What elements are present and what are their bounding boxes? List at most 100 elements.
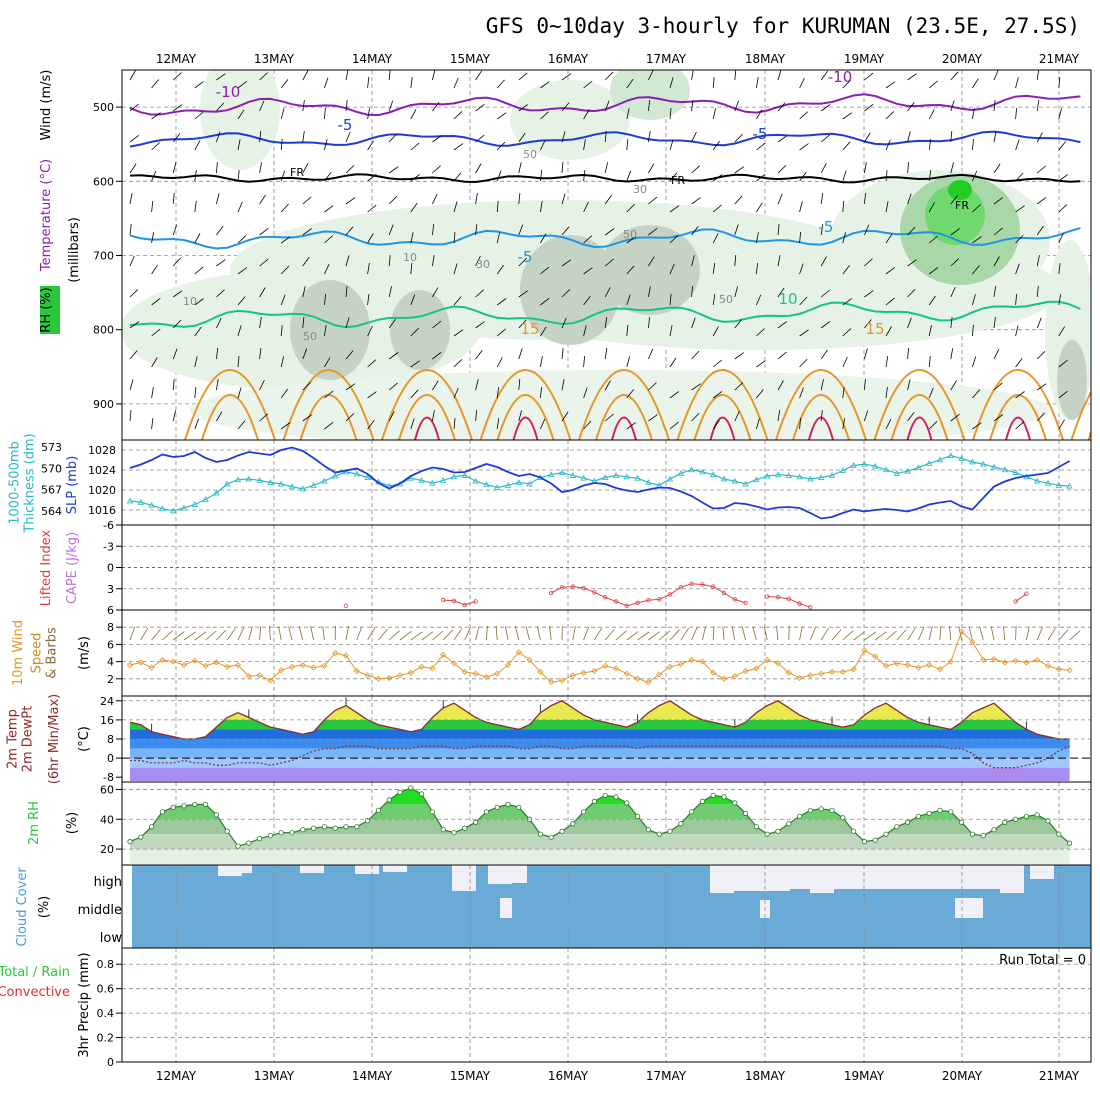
wind-barb	[432, 351, 442, 360]
dewpoint-line	[130, 745, 1070, 769]
wind-barb	[432, 102, 440, 112]
wind-barb	[626, 324, 629, 337]
wind-barb	[691, 383, 701, 391]
wind-barb	[345, 413, 355, 422]
contour-label: 50	[303, 330, 317, 343]
wind-speed-point	[785, 669, 792, 676]
wind-barb	[237, 296, 246, 306]
lifted-index-point	[711, 584, 716, 589]
wind-speed-point	[407, 669, 414, 676]
wind-barb	[324, 235, 333, 244]
temperature-contour	[129, 173, 1081, 184]
rh-point	[537, 831, 544, 837]
wind-barb	[259, 625, 262, 641]
y-tick: 0.6	[97, 983, 115, 996]
wind-speed-point	[148, 664, 155, 671]
label-line: 1000-500mb	[8, 441, 23, 525]
wind-barb	[950, 317, 953, 329]
thickness-point	[969, 458, 976, 465]
wind-speed-point	[839, 668, 846, 675]
wind-barb	[712, 204, 722, 213]
thickness-point	[990, 463, 998, 470]
wind-barb	[310, 626, 314, 641]
wind-barb	[972, 108, 975, 120]
wind-speed-point	[180, 661, 188, 669]
wind-speed-line	[129, 630, 1070, 683]
wind-barb	[194, 387, 197, 399]
wind-barb	[237, 170, 240, 182]
wind-barb	[410, 77, 413, 89]
thickness-point	[720, 475, 728, 482]
wind-barb	[907, 347, 909, 360]
rh-point	[926, 810, 932, 816]
rh-shading	[190, 370, 1050, 440]
cloud-axis-label: Cloud Cover	[15, 867, 30, 947]
wind-barb	[1036, 197, 1047, 205]
wind-speed-point	[915, 664, 922, 671]
y-tick: 500	[93, 101, 114, 114]
wind-barb	[928, 170, 932, 182]
rh-point	[958, 819, 965, 825]
wind-barb	[518, 290, 529, 298]
wind-barb	[496, 387, 500, 399]
wind-barb	[280, 356, 284, 368]
rh-point	[678, 821, 684, 827]
wind-barb	[648, 163, 655, 174]
thickness-point	[677, 469, 684, 476]
contour-label: FR	[671, 174, 685, 187]
wind-speed-point	[234, 661, 242, 669]
wind-barb	[518, 257, 527, 267]
wind-barb	[216, 259, 226, 267]
lifted-index-point	[700, 582, 705, 587]
wind-barb	[669, 391, 680, 399]
wind-barb	[712, 174, 723, 182]
rh-shading	[290, 280, 370, 380]
wind-barb	[324, 325, 327, 337]
wind-barb	[604, 413, 614, 422]
wind-barb	[561, 317, 567, 329]
wind-barb	[864, 132, 871, 143]
wind-barb	[421, 631, 434, 641]
wind-barb	[367, 294, 370, 306]
wind-barb	[842, 328, 852, 337]
wind-barb	[1015, 293, 1017, 306]
wind-barb	[777, 165, 787, 174]
contour-label: FR	[290, 166, 304, 179]
wind-barb	[345, 197, 356, 205]
wind-barb	[604, 71, 614, 81]
wind-barb	[561, 411, 569, 422]
wind-barb	[378, 629, 388, 641]
wind-barb	[367, 359, 377, 368]
wind-barb	[712, 233, 719, 244]
wind-speed-point	[677, 661, 684, 668]
wind-barb	[583, 139, 586, 151]
label-line: 2m Temp	[6, 709, 21, 769]
wind-speed-point	[936, 666, 944, 673]
thickness-point	[893, 469, 900, 476]
wind-barb	[345, 285, 348, 298]
wind-barb	[669, 139, 674, 151]
wind-speed-point	[688, 656, 695, 663]
cloud-level-label: low	[100, 931, 123, 946]
wind-barb	[496, 232, 500, 244]
temperature-contour	[595, 394, 653, 440]
wind-barb	[518, 410, 522, 422]
wind-barb	[151, 112, 161, 120]
wind-barb	[972, 170, 978, 182]
wind-barb	[172, 224, 178, 236]
wind-barb	[583, 387, 588, 399]
wind-speed-point	[818, 670, 825, 677]
wind-speed-point	[288, 663, 296, 670]
wind-barb	[280, 79, 289, 89]
panel-border	[121, 609, 1092, 697]
wind-barb	[475, 134, 485, 143]
wind-barb	[269, 625, 271, 641]
thickness-point	[548, 471, 555, 478]
y-tick: 6	[107, 638, 114, 651]
wind-barb	[259, 379, 265, 391]
wind-barb	[280, 108, 285, 120]
wind-barb	[993, 100, 996, 112]
wind-barb	[604, 380, 611, 391]
wind-barb	[604, 287, 611, 298]
wind-barb	[561, 131, 566, 143]
